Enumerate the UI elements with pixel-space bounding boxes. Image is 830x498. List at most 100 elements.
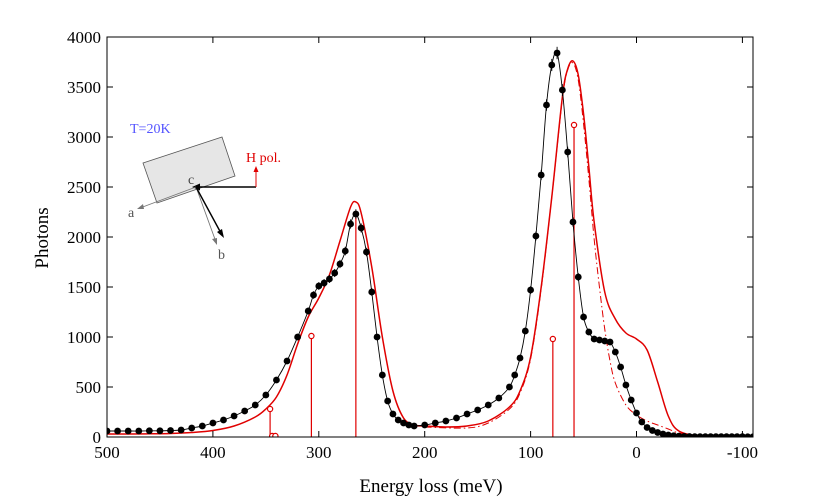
axis-b-arrowhead <box>212 238 217 245</box>
data-point <box>357 224 365 232</box>
data-point <box>230 412 238 420</box>
x-tick-label: 0 <box>632 443 641 462</box>
data-point <box>506 383 513 391</box>
data-point <box>723 433 730 437</box>
data-point <box>400 419 407 427</box>
data-point <box>659 430 667 437</box>
data-point <box>251 401 259 409</box>
data-point <box>611 348 619 356</box>
fit-solid-line <box>107 60 753 437</box>
data-point <box>495 394 503 402</box>
data-point <box>188 424 196 432</box>
data-point <box>373 333 381 341</box>
x-axis-label: Energy loss (meV) <box>359 476 502 497</box>
data-point <box>606 338 614 346</box>
data-point <box>633 409 640 417</box>
data-point <box>124 427 132 435</box>
data-point <box>548 61 556 69</box>
data-point <box>601 337 609 345</box>
data-point <box>209 419 217 427</box>
data-point <box>691 433 699 437</box>
axis-b-line <box>195 186 217 243</box>
data-point <box>135 427 143 435</box>
data-point <box>463 410 471 418</box>
x-tick-label: 500 <box>94 443 120 462</box>
mode-stem-marker <box>570 121 578 129</box>
data-point <box>484 401 492 409</box>
y-tick-label: 2500 <box>67 178 101 197</box>
data-point <box>733 433 741 437</box>
data-point <box>511 371 519 379</box>
x-tick-label: 200 <box>412 443 438 462</box>
data-point <box>320 279 328 287</box>
axis-a-arrowhead <box>137 204 144 209</box>
data-point <box>336 260 344 268</box>
data-point <box>368 288 376 296</box>
data-point <box>638 418 646 426</box>
data-point <box>717 433 725 437</box>
y-tick-label: 3500 <box>67 78 101 97</box>
data-point <box>670 432 677 437</box>
data-point <box>680 433 688 437</box>
data-point <box>532 232 540 240</box>
data-point <box>664 431 672 437</box>
y-axis-label: Photons <box>32 207 53 268</box>
data-point <box>107 427 111 435</box>
data-point <box>537 171 545 179</box>
data-point <box>331 269 339 277</box>
polarization-label: H pol. <box>246 151 281 166</box>
data-point <box>527 286 535 294</box>
scattering-arrow <box>195 186 223 236</box>
data-point <box>156 427 164 435</box>
y-tick-label: 4000 <box>67 28 101 47</box>
x-tick-label: 100 <box>518 443 544 462</box>
data-point <box>325 275 333 283</box>
data-point <box>410 422 418 430</box>
data-point <box>617 363 625 371</box>
y-tick-label: 1500 <box>67 278 101 297</box>
data-point <box>654 429 662 436</box>
data-point <box>712 433 720 437</box>
data-point <box>294 333 302 341</box>
data-point <box>389 410 397 418</box>
data-point <box>648 427 656 434</box>
data-point <box>283 357 291 365</box>
data-point <box>431 419 439 427</box>
data-point <box>564 148 572 156</box>
geometry-inset: T=20K H pol. c a b <box>128 122 281 263</box>
data-point <box>590 335 598 343</box>
data-point <box>474 406 482 414</box>
x-tick-label: 400 <box>200 443 226 462</box>
data-point <box>442 417 450 425</box>
x-tick-label: -100 <box>727 443 758 462</box>
data-point <box>627 396 635 404</box>
axes: 500 400 300 200 100 0 -10005001000150020002500… <box>67 28 758 462</box>
data-point <box>315 282 323 290</box>
axis-a-line <box>139 186 197 209</box>
y-tick-label: 500 <box>76 378 102 397</box>
x-tick-label: 300 <box>306 443 332 462</box>
mode-stem-marker <box>549 335 557 343</box>
data-point <box>378 371 386 379</box>
temperature-label: T=20K <box>130 122 171 137</box>
data-point <box>516 354 524 362</box>
mode-stem-marker <box>308 332 315 340</box>
data-point <box>352 210 360 218</box>
data-point <box>177 426 185 434</box>
axis-a-label: a <box>128 206 135 221</box>
data-point <box>543 101 550 109</box>
data-point <box>310 291 317 299</box>
scattering-arrowhead <box>217 229 224 238</box>
data-point <box>580 313 587 321</box>
data-point <box>262 391 270 399</box>
data-point <box>643 424 651 431</box>
fit-dashdot-line <box>424 62 701 437</box>
data-point <box>686 433 693 437</box>
mode-stem-marker <box>266 405 274 413</box>
data-point <box>421 421 429 429</box>
data-point <box>585 328 593 336</box>
data-point <box>596 336 603 344</box>
data-point <box>167 427 174 434</box>
data-point <box>521 327 529 335</box>
